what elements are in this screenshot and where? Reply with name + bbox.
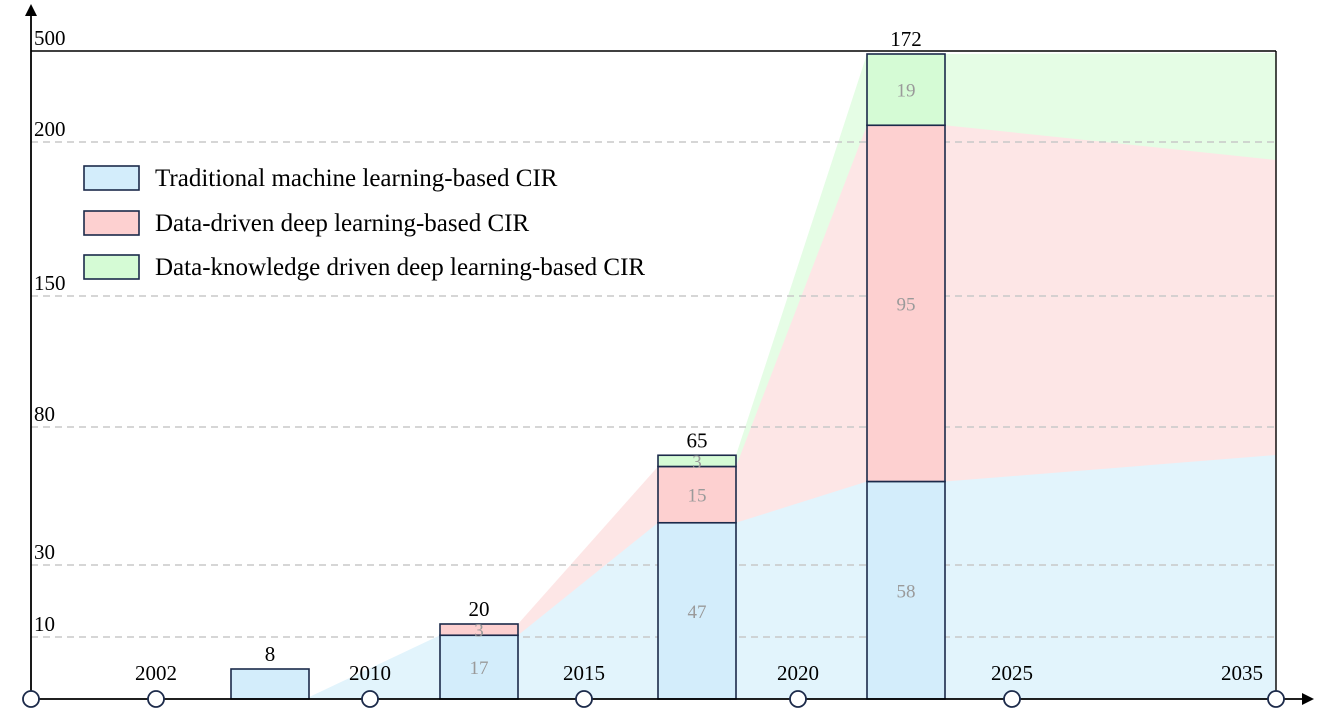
grid-lines xyxy=(31,50,1277,699)
segment-label: 15 xyxy=(688,486,707,507)
bar-total-label: 65 xyxy=(687,428,708,452)
y-tick-label: 150 xyxy=(34,271,66,295)
bar-segment xyxy=(866,124,946,483)
legend-label: Traditional machine learning-based CIR xyxy=(155,165,558,192)
bar-total-label: 8 xyxy=(265,642,276,666)
x-tick-label: 2015 xyxy=(563,661,605,685)
bar-segment xyxy=(657,454,737,468)
segment-label: 17 xyxy=(470,658,489,679)
x-tick-labels: 2002 2010 2015 2020 2025 2035 xyxy=(135,661,1263,685)
legend-swatch xyxy=(83,254,140,280)
x-tick-label: 2035 xyxy=(1221,661,1263,685)
bar-total-label: 172 xyxy=(890,27,922,51)
y-tick-label: 10 xyxy=(34,612,55,636)
x-tick-label: 2025 xyxy=(991,661,1033,685)
bar-total-label: 20 xyxy=(469,597,490,621)
x-tick-marker-2002 xyxy=(147,690,165,708)
segment-label: 58 xyxy=(897,581,916,602)
x-tick-marker-2035 xyxy=(1267,690,1285,708)
segment-label: 95 xyxy=(897,294,916,315)
legend-label: Data-knowledge driven deep learning-base… xyxy=(155,254,645,281)
segment-label: 47 xyxy=(688,602,707,623)
y-tick-labels: 10 30 80 150 200 500 xyxy=(34,26,66,636)
bar-segment xyxy=(657,521,737,700)
y-tick-label: 500 xyxy=(34,26,66,50)
x-tick-label: 2020 xyxy=(777,661,819,685)
bar-segment xyxy=(866,480,946,700)
trend-area-1 xyxy=(305,455,1276,699)
legend-swatch xyxy=(83,165,140,191)
segment-label: 19 xyxy=(897,81,916,102)
x-tick-marker-2020 xyxy=(789,690,807,708)
bar-segment xyxy=(657,465,737,524)
trend-areas xyxy=(305,53,1276,699)
bar-segment xyxy=(230,668,310,700)
segment-label: 3 xyxy=(692,452,702,473)
legend: Traditional machine learning-based CIR Da… xyxy=(83,165,645,281)
y-tick-label: 200 xyxy=(34,117,66,141)
bar-segment xyxy=(439,623,519,637)
y-tick-label: 80 xyxy=(34,402,55,426)
x-tick-label: 2002 xyxy=(135,661,177,685)
x-tick-label: 2010 xyxy=(349,661,391,685)
x-tick-marker-2015 xyxy=(575,690,593,708)
segment-label: 3 xyxy=(474,621,484,642)
axes xyxy=(22,4,1314,708)
legend-swatch xyxy=(83,210,140,236)
x-tick-marker-2010 xyxy=(361,690,379,708)
bar-segment xyxy=(866,53,946,127)
legend-label: Data-driven deep learning-based CIR xyxy=(155,210,529,237)
y-tick-label: 30 xyxy=(34,540,55,564)
x-axis-origin-marker xyxy=(22,690,40,708)
x-tick-marker-2025 xyxy=(1003,690,1021,708)
